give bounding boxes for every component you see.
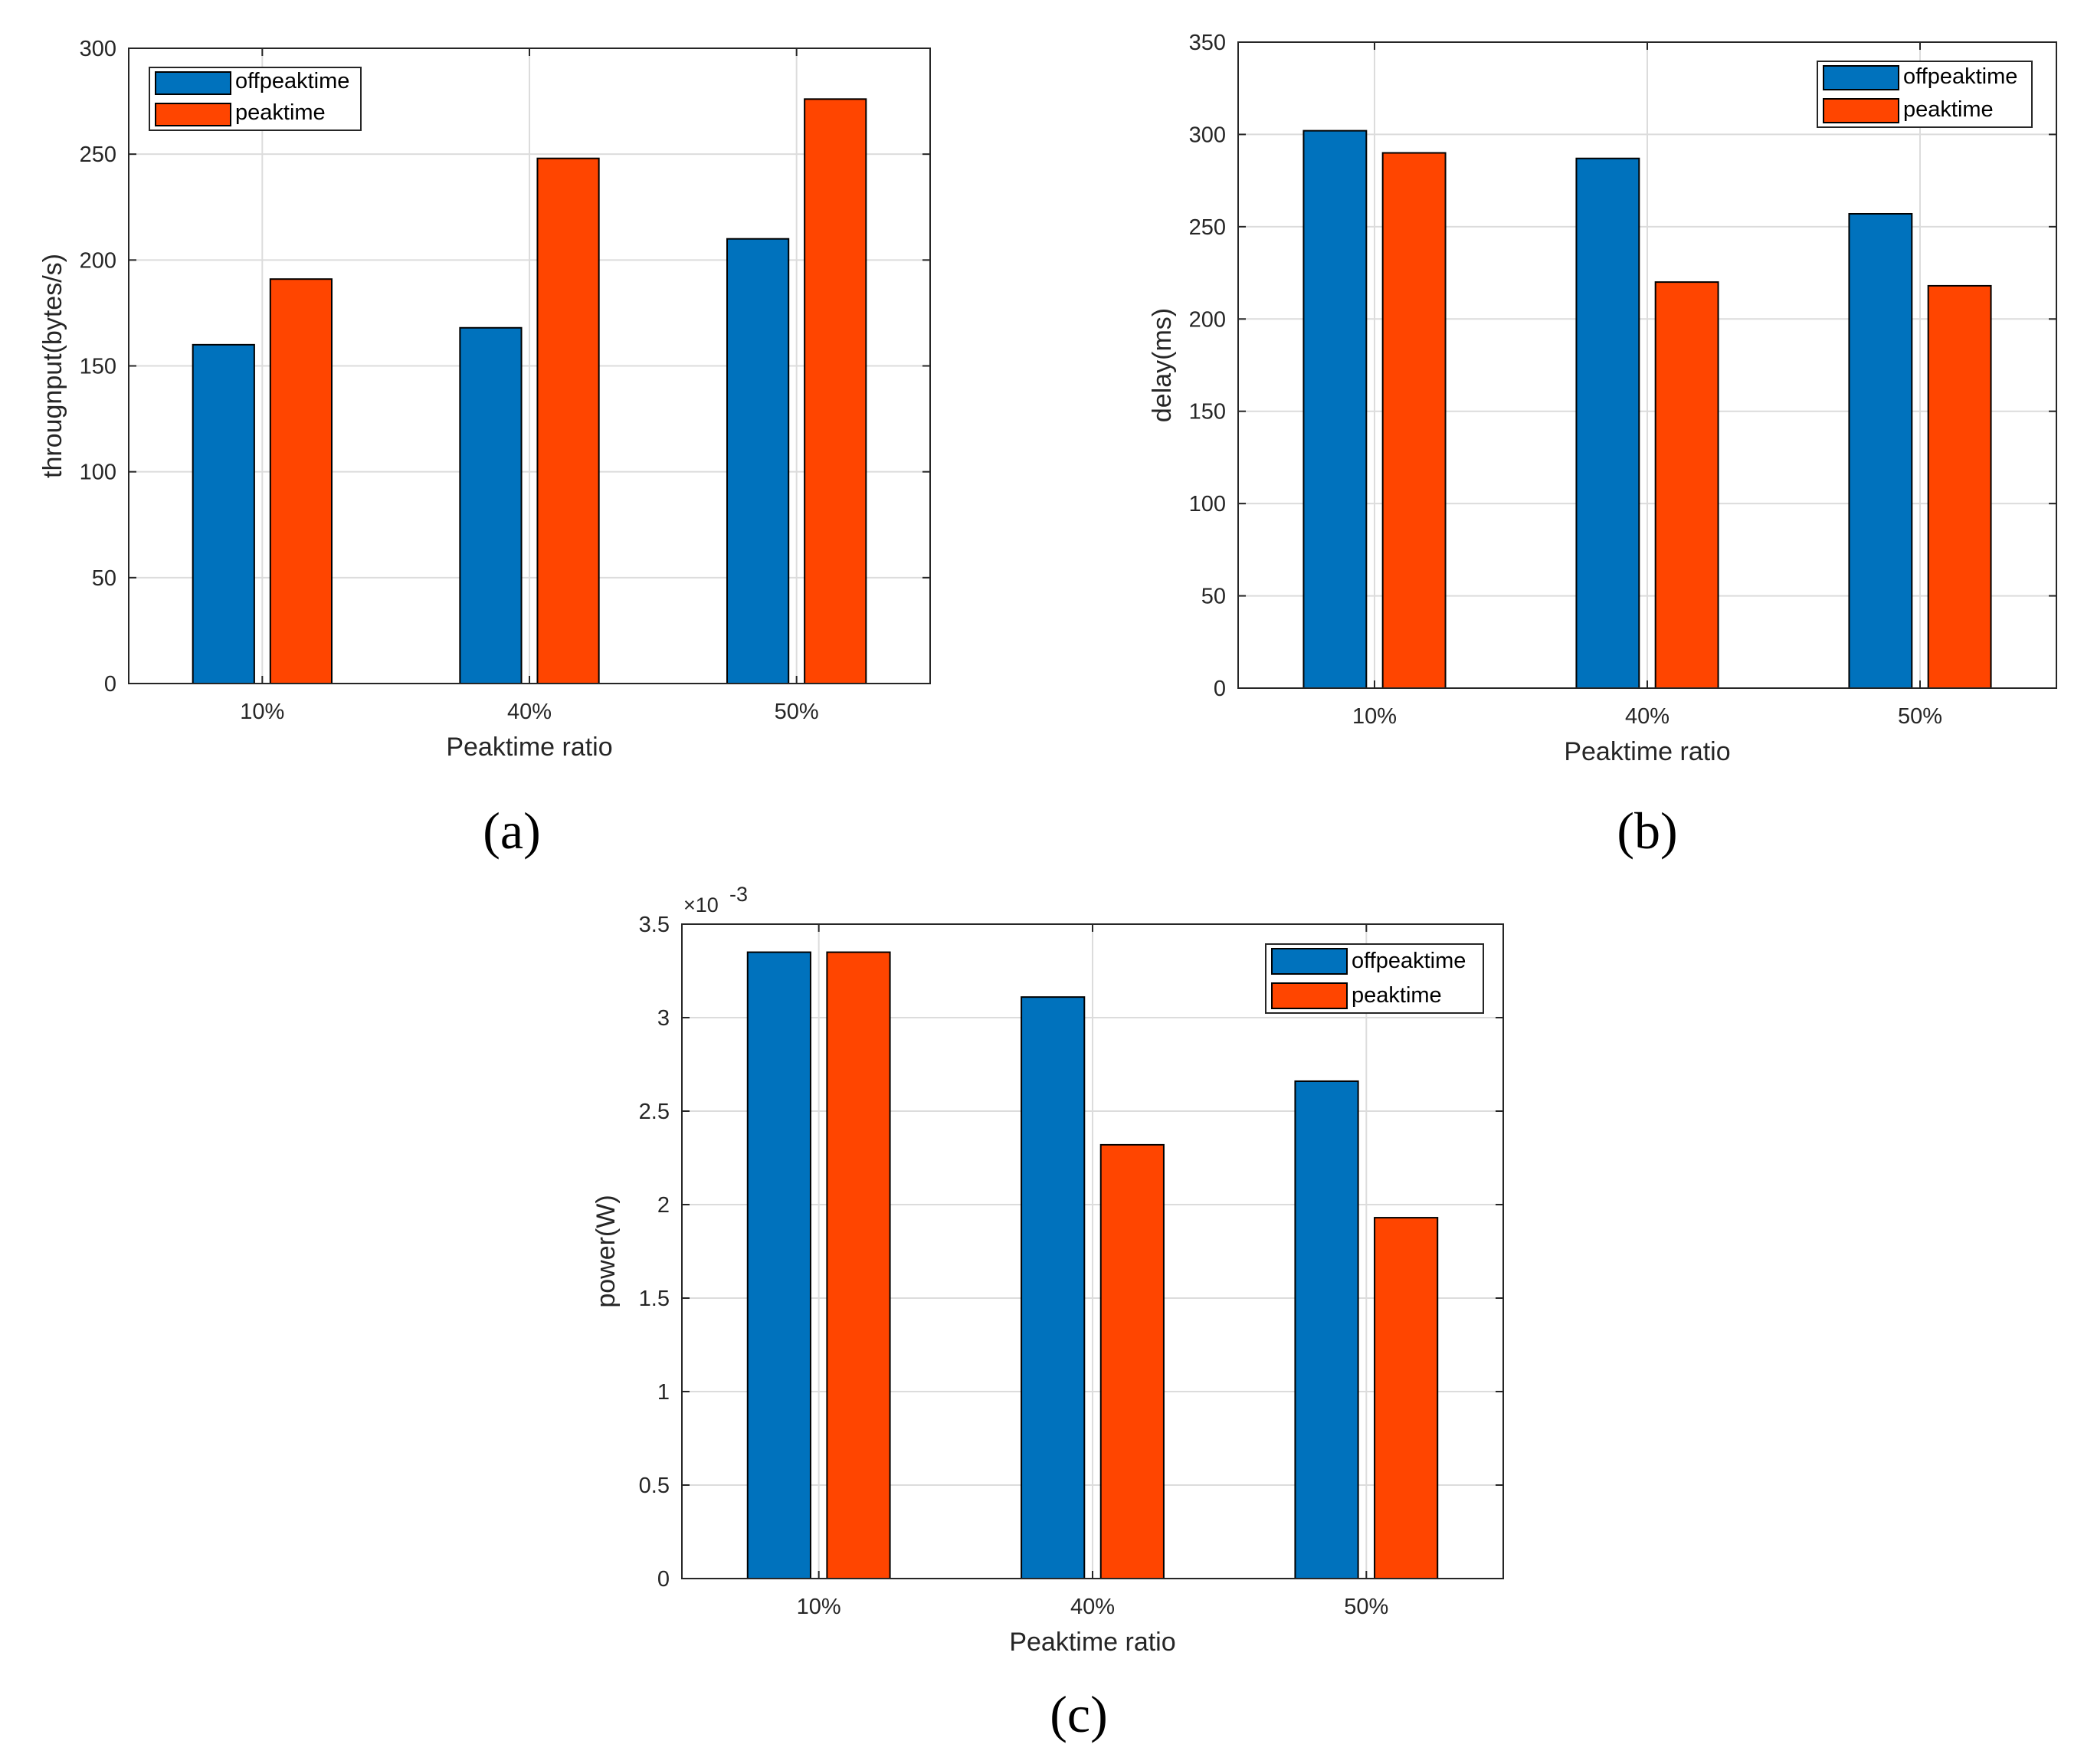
legend-label-peaktime: peaktime (235, 100, 326, 125)
y-tick-label: 3.5 (639, 913, 670, 937)
y-tick-label: 200 (1189, 307, 1226, 332)
chart-panel-a: 0 50 100 150 200 250 300 10% 40% 50% Peaktime rati… (38, 37, 931, 860)
bar-offpeaktime-2 (726, 238, 790, 684)
bar-offpeaktime-1 (459, 326, 523, 684)
bar-offpeaktime-0 (1302, 130, 1368, 689)
bar-offpeaktime-0 (192, 343, 255, 684)
legend-swatch-peaktime (1823, 98, 1899, 123)
legend-swatch-offpeaktime (1823, 65, 1899, 90)
y-tick-label: 300 (1189, 123, 1226, 147)
y-axis-label: power(W) (591, 1195, 621, 1307)
legend-swatch-offpeaktime (155, 71, 231, 95)
bar-peaktime-0 (1381, 152, 1447, 689)
y-tick-label: 250 (80, 143, 116, 167)
x-tick-label: 40% (1625, 704, 1669, 729)
bar-peaktime-2 (1374, 1217, 1439, 1579)
y-tick-label: 50 (1201, 585, 1226, 609)
x-axis-label: Peaktime ratio (1009, 1628, 1175, 1657)
legend-label-offpeaktime: offpeaktime (1352, 949, 1466, 973)
y-multiplier-exponent: -3 (729, 883, 748, 906)
y-tick-label: 50 (92, 566, 116, 591)
legend: offpeaktime peaktime (1817, 61, 2033, 128)
y-tick-label: 0 (1214, 677, 1226, 701)
x-tick-label: 40% (1070, 1595, 1115, 1619)
x-axis-label: Peaktime ratio (446, 733, 612, 762)
bar-offpeaktime-1 (1575, 157, 1640, 690)
legend-swatch-offpeaktime (1271, 948, 1348, 975)
legend-label-peaktime: peaktime (1903, 97, 1994, 122)
x-tick-label: 10% (240, 700, 284, 724)
legend: offpeaktime peaktime (149, 67, 362, 131)
bar-peaktime-1 (1099, 1143, 1165, 1580)
y-tick-label: 0.5 (639, 1474, 670, 1498)
y-multiplier: ×10 (683, 893, 719, 916)
bar-peaktime-1 (1654, 281, 1719, 690)
panel-label: (b) (1617, 802, 1677, 860)
bar-offpeaktime-2 (1848, 212, 1913, 689)
y-tick-label: 2.5 (639, 1100, 670, 1124)
bar-peaktime-2 (804, 98, 867, 684)
bar-peaktime-2 (1927, 284, 1992, 689)
panel-label: (c) (1050, 1685, 1107, 1743)
bar-offpeaktime-0 (746, 951, 811, 1579)
y-tick-label: 1.5 (639, 1287, 670, 1311)
y-tick-label: 0 (657, 1567, 670, 1592)
bar-peaktime-0 (826, 951, 891, 1579)
legend-swatch-peaktime (1271, 982, 1348, 1009)
chart-panel-c: 0 0.5 1 1.5 2 2.5 3 3.5 10% 40% 50% Peaktime ratio p… (591, 883, 1504, 1743)
x-tick-label: 10% (1352, 704, 1397, 729)
legend-label-offpeaktime: offpeaktime (235, 69, 349, 93)
bar-offpeaktime-2 (1294, 1080, 1359, 1579)
y-tick-label: 150 (80, 355, 116, 379)
legend-label-peaktime: peaktime (1352, 983, 1442, 1008)
y-tick-label: 100 (1189, 492, 1226, 516)
y-tick-label: 2 (657, 1193, 670, 1218)
x-tick-label: 50% (1898, 704, 1942, 729)
legend-label-offpeaktime: offpeaktime (1903, 64, 2017, 89)
x-axis-label: Peaktime ratio (1564, 737, 1730, 766)
y-tick-label: 150 (1189, 400, 1226, 425)
bar-peaktime-0 (269, 278, 333, 685)
bar-offpeaktime-1 (1021, 996, 1086, 1580)
y-tick-label: 3 (657, 1006, 670, 1031)
y-tick-label: 0 (104, 672, 116, 697)
x-tick-label: 40% (507, 700, 552, 724)
y-axis-label: througnput(bytes/s) (38, 254, 67, 478)
y-tick-label: 1 (657, 1380, 670, 1405)
legend-swatch-peaktime (155, 103, 231, 126)
y-tick-label: 350 (1189, 31, 1226, 55)
y-tick-label: 300 (80, 37, 116, 61)
chart-panel-b: 0 50 100 150 200 250 300 350 10% 40% 50% Peaktime r… (1148, 31, 2057, 860)
y-tick-label: 200 (80, 248, 116, 273)
x-tick-label: 10% (797, 1595, 841, 1619)
x-tick-label: 50% (775, 700, 819, 724)
x-tick-label: 50% (1344, 1595, 1388, 1619)
y-axis-label: delay(ms) (1148, 308, 1177, 422)
y-tick-label: 100 (80, 461, 116, 485)
bar-peaktime-1 (536, 157, 600, 684)
y-tick-label: 250 (1189, 215, 1226, 240)
legend: offpeaktime peaktime (1265, 943, 1484, 1014)
panel-label: (a) (483, 802, 540, 860)
